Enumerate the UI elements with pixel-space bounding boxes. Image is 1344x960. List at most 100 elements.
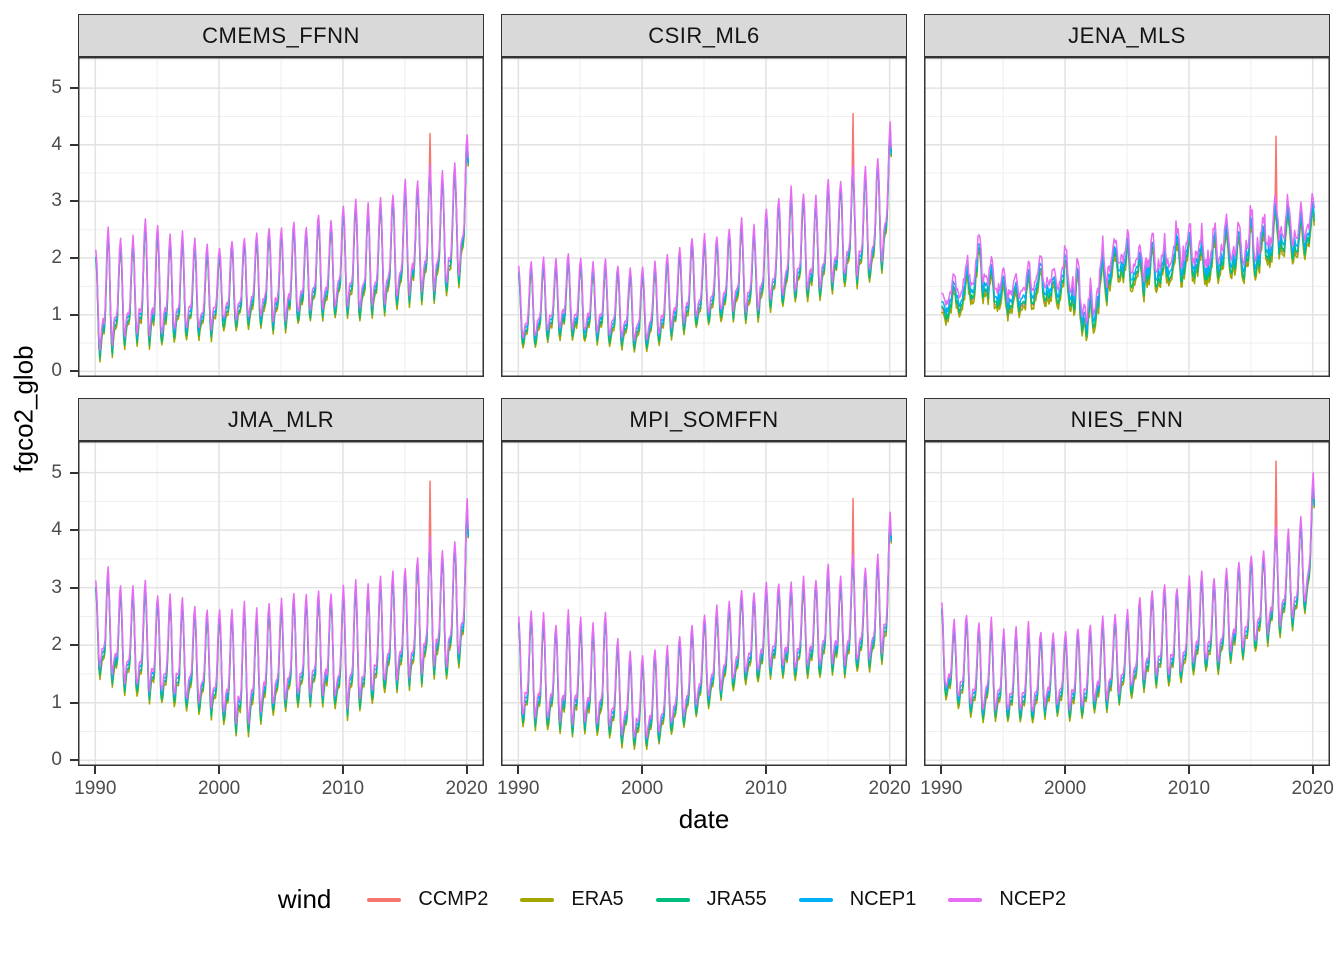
facet-strip-JMA_MLR: JMA_MLR <box>78 398 484 441</box>
y-tick <box>70 257 78 260</box>
x-tick <box>641 766 644 774</box>
series-line-NCEP2 <box>95 134 469 351</box>
legend-entry-NCEP2: NCEP2 <box>948 888 1066 911</box>
series-line-NCEP2 <box>95 498 469 725</box>
series-line-NCEP2 <box>941 192 1315 324</box>
y-tick <box>70 759 78 762</box>
facet-strip-NIES_FNN: NIES_FNN <box>924 398 1330 441</box>
facet-strip-CMEMS_FFNN: CMEMS_FFNN <box>78 14 484 57</box>
facet-plot-NIES_FNN <box>924 441 1330 766</box>
series-line-NCEP2 <box>518 511 892 739</box>
legend-title: wind <box>277 884 332 914</box>
y-tick-label: 0 <box>51 749 62 771</box>
x-tick <box>764 766 767 774</box>
y-tick <box>70 143 78 146</box>
series-line-NCEP1 <box>941 478 1315 716</box>
panel-border <box>501 57 907 377</box>
series-line-CCMP2 <box>941 460 1315 721</box>
series-line-JRA55 <box>941 478 1315 720</box>
x-tick-label: 2020 <box>868 778 911 799</box>
x-tick-label: 2020 <box>1291 778 1334 799</box>
legend-entry-ERA5: ERA5 <box>520 888 624 911</box>
series-line-NCEP2 <box>518 121 892 342</box>
legend-key-line-JRA55 <box>655 897 690 902</box>
x-tick <box>1064 766 1067 774</box>
x-tick <box>1311 766 1314 774</box>
legend-label: NCEP2 <box>999 888 1067 910</box>
legend-label: ERA5 <box>571 888 624 910</box>
legend: wind CCMP2 ERA5 JRA55 NCEP1 NCEP2 <box>0 884 1344 915</box>
y-tick-label: 0 <box>51 360 62 382</box>
x-tick-label: 2020 <box>445 778 488 799</box>
legend-entry-JRA55: JRA55 <box>655 888 767 911</box>
facet-title: CMEMS_FFNN <box>202 22 360 48</box>
facet-strip-MPI_SOMFFN: MPI_SOMFFN <box>501 398 907 441</box>
x-tick-label: 2010 <box>321 778 365 799</box>
legend-label: JRA55 <box>706 888 767 910</box>
y-tick <box>70 370 78 373</box>
legend-entry-NCEP1: NCEP1 <box>798 888 917 911</box>
series-line-JRA55 <box>941 206 1315 338</box>
x-tick-label: 2000 <box>1043 778 1087 799</box>
facet-title: JMA_MLR <box>227 406 335 432</box>
legend-key-line-NCEP2 <box>948 897 983 902</box>
facet-title: NIES_FNN <box>1070 406 1184 432</box>
legend-label: NCEP1 <box>849 888 917 910</box>
facet-strip-JENA_MLS: JENA_MLS <box>924 14 1330 57</box>
y-tick <box>70 644 78 647</box>
facet-plot-CSIR_ML6 <box>501 57 907 377</box>
legend-key-line-ERA5 <box>520 897 555 902</box>
facet-title: CSIR_ML6 <box>648 22 760 48</box>
x-tick <box>517 766 520 774</box>
y-tick <box>70 586 78 589</box>
legend-key-line-CCMP2 <box>367 897 402 902</box>
y-tick-label: 5 <box>51 461 62 483</box>
facet-plot-JMA_MLR <box>78 441 484 766</box>
x-tick <box>341 766 344 774</box>
y-tick <box>70 87 78 90</box>
legend-key-line-NCEP1 <box>798 897 833 902</box>
facet-strip-CSIR_ML6: CSIR_ML6 <box>501 14 907 57</box>
panel-border <box>924 441 1330 766</box>
legend-entry-CCMP2: CCMP2 <box>367 888 488 911</box>
legend-label: CCMP2 <box>418 888 489 910</box>
y-tick <box>70 701 78 704</box>
x-tick-label: 1990 <box>74 778 117 799</box>
y-tick-label: 2 <box>51 247 62 269</box>
y-tick <box>70 200 78 203</box>
panel-border <box>501 441 907 766</box>
panel-border <box>78 441 484 766</box>
x-tick <box>1187 766 1190 774</box>
facet-plot-MPI_SOMFFN <box>501 441 907 766</box>
y-tick-label: 5 <box>51 77 62 99</box>
facet-title: JENA_MLS <box>1068 22 1186 48</box>
y-tick-label: 1 <box>51 303 62 325</box>
x-tick-label: 2000 <box>197 778 241 799</box>
facet-title: MPI_SOMFFN <box>629 406 779 432</box>
series-line-NCEP2 <box>941 472 1315 712</box>
facet-plot-JENA_MLS <box>924 57 1330 377</box>
x-tick-label: 2010 <box>1167 778 1211 799</box>
facet-plot-CMEMS_FFNN <box>78 57 484 377</box>
y-tick-label: 4 <box>51 133 62 155</box>
panel-border <box>78 57 484 377</box>
y-tick-label: 1 <box>51 691 62 713</box>
y-tick-label: 4 <box>51 519 62 541</box>
series-line-CCMP2 <box>518 112 892 350</box>
y-tick <box>70 529 78 532</box>
y-tick-label: 3 <box>51 190 62 212</box>
x-tick-label: 2000 <box>620 778 664 799</box>
y-tick <box>70 313 78 316</box>
x-tick-label: 1990 <box>497 778 540 799</box>
y-tick-label: 3 <box>51 576 62 598</box>
x-tick <box>888 766 891 774</box>
x-tick <box>940 766 943 774</box>
panel-border <box>924 57 1330 377</box>
x-tick <box>94 766 97 774</box>
x-tick <box>465 766 468 774</box>
x-tick <box>218 766 221 774</box>
y-tick <box>70 471 78 474</box>
y-tick-label: 2 <box>51 634 62 656</box>
x-tick-label: 2010 <box>744 778 788 799</box>
